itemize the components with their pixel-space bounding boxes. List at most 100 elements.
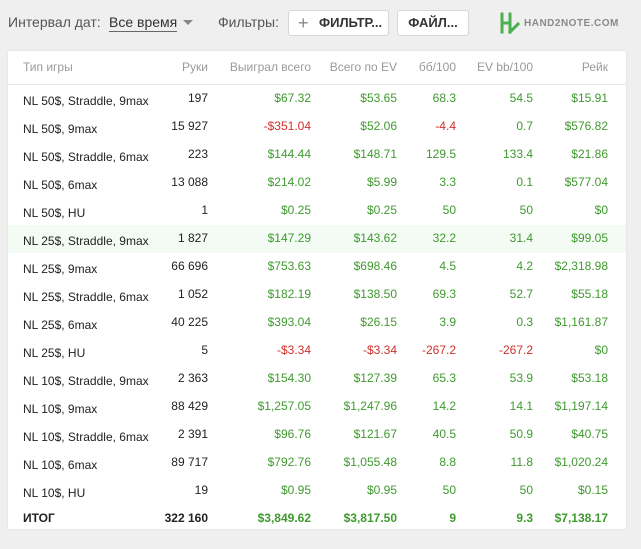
hands-cell: 1 052 xyxy=(177,287,208,301)
total-ev-cell: $1,055.48 xyxy=(343,455,397,469)
ev-bb100-cell: 4.2 xyxy=(516,259,533,273)
caret-down-icon[interactable] xyxy=(183,20,193,25)
total-ev-cell: $5.99 xyxy=(366,175,397,189)
column-header-hands[interactable]: Руки xyxy=(182,60,208,74)
game-type-cell: NL 50$, HU xyxy=(23,206,86,220)
rake-cell: $576.82 xyxy=(564,119,608,133)
total-ev-cell: -$3.34 xyxy=(362,343,397,357)
total-ev-cell: $121.67 xyxy=(353,427,397,441)
column-header-ev-bb100[interactable]: EV bb/100 xyxy=(476,60,533,74)
hands-cell: 2 391 xyxy=(177,427,208,441)
filters-label: Фильтры: xyxy=(218,14,279,30)
bb100-cell: 9 xyxy=(449,511,456,525)
game-type-cell: NL 25$, 9max xyxy=(23,262,98,276)
file-button[interactable]: ФАЙЛ... xyxy=(397,10,469,36)
hands-cell: 15 927 xyxy=(171,119,208,133)
table-row[interactable]: NL 10$, Straddle, 9max 2 363 $154.30 $127.3… xyxy=(8,365,626,393)
rake-cell: $40.75 xyxy=(571,427,608,441)
won-total-cell: $1,257.05 xyxy=(257,399,311,413)
rake-cell: $15.91 xyxy=(571,91,608,105)
hand2note-logo-icon xyxy=(500,12,520,34)
game-type-cell: NL 10$, Straddle, 6max xyxy=(23,430,149,444)
table-row[interactable]: NL 10$, 6max 89 717 $792.76 $1,055.48 8.8 11.… xyxy=(8,449,626,477)
column-header-total-ev[interactable]: Всего по EV xyxy=(329,60,397,74)
table-row[interactable]: NL 25$, 6max 40 225 $393.04 $26.15 3.9 0.3 $1,… xyxy=(8,309,626,337)
won-total-cell: $0.95 xyxy=(280,483,311,497)
won-total-cell: $147.29 xyxy=(267,231,311,245)
filter-button-label: ФИЛЬТР... xyxy=(319,15,383,30)
won-total-cell: $393.04 xyxy=(267,315,311,329)
rake-cell: $577.04 xyxy=(564,175,608,189)
column-header-game-type[interactable]: Тип игры xyxy=(23,60,73,74)
table-row[interactable]: NL 50$, Straddle, 6max 223 $144.44 $148.71 1… xyxy=(8,141,626,169)
won-total-cell: $214.02 xyxy=(267,175,311,189)
won-total-cell: $96.76 xyxy=(274,427,311,441)
rake-cell: $53.18 xyxy=(571,371,608,385)
toolbar: Интервал дат: Все время Фильтры: + ФИЛЬТ… xyxy=(0,0,641,46)
hands-cell: 13 088 xyxy=(171,175,208,189)
total-ev-cell: $148.71 xyxy=(353,147,397,161)
bb100-cell: 4.5 xyxy=(439,259,456,273)
stats-table: Тип игры Руки Выиграл всего Всего по EV … xyxy=(8,51,626,529)
column-header-won-total[interactable]: Выиграл всего xyxy=(229,60,311,74)
game-type-cell: NL 50$, Straddle, 9max xyxy=(23,94,149,108)
table-row[interactable]: NL 10$, Straddle, 6max 2 391 $96.76 $121.67… xyxy=(8,421,626,449)
total-ev-cell: $0.95 xyxy=(366,483,397,497)
table-row[interactable]: NL 10$, 9max 88 429 $1,257.05 $1,247.96 14.2… xyxy=(8,393,626,421)
won-total-cell: $792.76 xyxy=(267,455,311,469)
ev-bb100-cell: 9.3 xyxy=(516,511,533,525)
hands-cell: 5 xyxy=(201,343,208,357)
ev-bb100-cell: 133.4 xyxy=(502,147,533,161)
ev-bb100-cell: -267.2 xyxy=(498,343,533,357)
hands-cell: 322 160 xyxy=(164,511,208,525)
hands-cell: 66 696 xyxy=(171,259,208,273)
column-header-bb100[interactable]: бб/100 xyxy=(418,60,456,74)
bb100-cell: 50 xyxy=(442,483,456,497)
logo-text: HAND2NOTE.COM xyxy=(524,18,619,29)
table-row[interactable]: NL 25$, Straddle, 9max 1 827 $147.29 $143.6… xyxy=(8,225,626,253)
bb100-cell: 3.9 xyxy=(439,315,456,329)
table-row[interactable]: NL 50$, 6max 13 088 $214.02 $5.99 3.3 0.1 $577… xyxy=(8,169,626,197)
filter-button[interactable]: + ФИЛЬТР... xyxy=(288,10,389,36)
won-total-cell: $144.44 xyxy=(267,147,311,161)
rake-cell: $2,318.98 xyxy=(554,259,608,273)
game-type-cell: NL 10$, 6max xyxy=(23,458,98,472)
table-row[interactable]: NL 50$, 9max 15 927 -$351.04 $52.06 -4.4 0.7 $… xyxy=(8,113,626,141)
total-ev-cell: $53.65 xyxy=(360,91,397,105)
rake-cell: $99.05 xyxy=(571,231,608,245)
plus-icon: + xyxy=(298,13,309,33)
hands-cell: 2 363 xyxy=(177,371,208,385)
table-row[interactable]: NL 25$, 9max 66 696 $753.63 $698.46 4.5 4.2 $2… xyxy=(8,253,626,281)
game-type-cell: NL 25$, HU xyxy=(23,346,86,360)
total-ev-cell: $143.62 xyxy=(353,231,397,245)
table-header: Тип игры Руки Выиграл всего Всего по EV … xyxy=(8,51,626,85)
table-row[interactable]: NL 10$, HU 19 $0.95 $0.95 50 50 $0.15 xyxy=(8,477,626,505)
ev-bb100-cell: 50.9 xyxy=(509,427,533,441)
rake-cell: $0 xyxy=(594,203,608,217)
won-total-cell: -$3.34 xyxy=(276,343,311,357)
table-row[interactable]: NL 50$, Straddle, 9max 197 $67.32 $53.65 68.… xyxy=(8,85,626,113)
total-ev-cell: $127.39 xyxy=(353,371,397,385)
column-header-rake[interactable]: Рейк xyxy=(581,60,608,74)
game-type-cell: NL 10$, Straddle, 9max xyxy=(23,374,149,388)
date-interval-dropdown[interactable]: Все время xyxy=(109,14,178,32)
total-ev-cell: $698.46 xyxy=(353,259,397,273)
date-interval-label: Интервал дат: xyxy=(8,14,101,30)
hands-cell: 19 xyxy=(194,483,208,497)
table-row[interactable]: NL 25$, Straddle, 6max 1 052 $182.19 $138.5… xyxy=(8,281,626,309)
table-row[interactable]: NL 50$, HU 1 $0.25 $0.25 50 50 $0 xyxy=(8,197,626,225)
game-type-cell: NL 25$, 6max xyxy=(23,318,98,332)
bb100-cell: 129.5 xyxy=(425,147,456,161)
table-row[interactable]: NL 25$, HU 5 -$3.34 -$3.34 -267.2 -267.2 $0 xyxy=(8,337,626,365)
total-row[interactable]: ИТОГ 322 160 $3,849.62 $3,817.50 9 9.3 $7,138.… xyxy=(8,505,626,533)
total-ev-cell: $26.15 xyxy=(360,315,397,329)
total-ev-cell: $1,247.96 xyxy=(343,399,397,413)
total-label: ИТОГ xyxy=(23,511,55,525)
bb100-cell: 68.3 xyxy=(432,91,456,105)
game-type-cell: NL 25$, Straddle, 6max xyxy=(23,290,149,304)
bb100-cell: 50 xyxy=(442,203,456,217)
ev-bb100-cell: 53.9 xyxy=(509,371,533,385)
ev-bb100-cell: 50 xyxy=(519,483,533,497)
bb100-cell: 3.3 xyxy=(439,175,456,189)
ev-bb100-cell: 31.4 xyxy=(509,231,533,245)
